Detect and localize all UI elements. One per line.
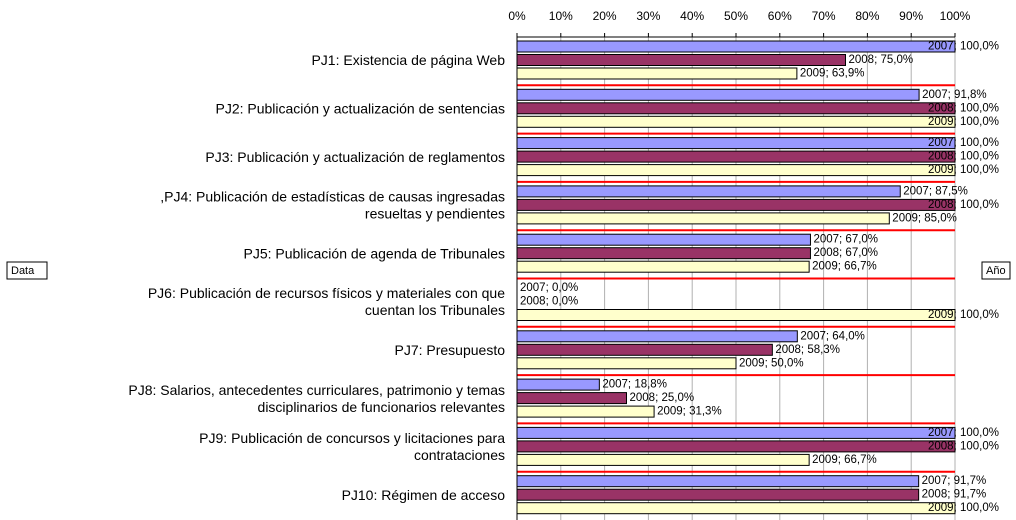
bar (516, 309, 956, 321)
bar (516, 233, 811, 246)
value-label: 2007; 67,0% (813, 234, 878, 246)
value-label: 2008; 58,3% (775, 344, 840, 356)
category-label-line: PJ6: Publicación de recursos físicos y m… (148, 285, 505, 301)
value-label: 2008; 100,0% (928, 199, 999, 211)
bar (516, 378, 600, 391)
bar (516, 137, 956, 150)
value-label: 2007; 87,5% (903, 185, 968, 197)
bar (516, 392, 627, 405)
category-label: ,PJ4: Publicación de estadísticas de cau… (160, 188, 505, 221)
bar (516, 426, 956, 439)
field-button[interactable] (981, 261, 1011, 280)
category-label: PJ2: Publicación y actualización de sent… (215, 100, 505, 116)
category-label: PJ9: Publicación de concursos y licitaci… (199, 430, 505, 463)
x-tick-label: 90% (899, 9, 923, 23)
value-label: 2009; 66,7% (812, 261, 877, 273)
bar (516, 88, 920, 101)
bar (516, 260, 810, 273)
category-label-line: cuentan los Tribunales (365, 302, 505, 318)
category-label-line: PJ8: Salarios, antecedentes curriculares… (128, 381, 505, 397)
value-label: 2009; 100,0% (928, 502, 999, 514)
bar (516, 357, 737, 370)
category-label: PJ1: Existencia de página Web (311, 52, 505, 68)
category-label: PJ3: Publicación y actualización de regl… (205, 148, 505, 164)
value-label: 2008; 100,0% (928, 440, 999, 452)
category-label-line: PJ1: Existencia de página Web (311, 52, 505, 68)
x-tick-label: 100% (940, 9, 971, 23)
bar (516, 164, 956, 177)
value-label: 2007; 64,0% (800, 330, 865, 342)
bar (516, 102, 956, 115)
x-tick-label: 10% (549, 9, 573, 23)
bar (516, 440, 956, 453)
x-tick-label: 50% (724, 9, 748, 23)
value-label: 2007; 0,0% (520, 282, 578, 294)
category-label-line: ,PJ4: Publicación de estadísticas de cau… (160, 188, 505, 204)
field-button[interactable] (6, 261, 48, 280)
value-label: 2009; 66,7% (812, 454, 877, 466)
value-label: 2008; 91,7% (922, 489, 987, 501)
bar (516, 453, 810, 466)
bar (516, 212, 890, 225)
bar (516, 185, 901, 198)
value-label: 2009; 100,0% (928, 116, 999, 128)
bar (516, 115, 956, 128)
bar (516, 488, 920, 501)
category-label: PJ6: Publicación de recursos físicos y m… (148, 285, 505, 318)
bar (516, 405, 655, 418)
value-label: 2009; 31,3% (657, 406, 722, 418)
value-label: 2007; 91,8% (922, 89, 987, 101)
value-label: 2007; 18,8% (602, 379, 667, 391)
value-label: 2009; 100,0% (928, 309, 999, 321)
category-label-line: PJ10: Régimen de acceso (342, 487, 506, 503)
category-label-line: resueltas y pendientes (365, 205, 505, 221)
value-label: 2008; 0,0% (520, 296, 578, 308)
x-tick-label: 70% (812, 9, 836, 23)
category-label-line: PJ2: Publicación y actualización de sent… (215, 100, 505, 116)
value-label: 2008; 25,0% (630, 392, 695, 404)
value-label: 2008; 100,0% (928, 102, 999, 114)
category-label: PJ8: Salarios, antecedentes curriculares… (128, 381, 505, 414)
field-button-label[interactable]: Año (986, 265, 1006, 277)
category-label-line: PJ3: Publicación y actualización de regl… (205, 148, 505, 164)
bar (516, 247, 811, 260)
x-tick-label: 40% (680, 9, 704, 23)
category-label-line: PJ5: Publicación de agenda de Tribunales (243, 245, 505, 261)
bar (516, 150, 956, 163)
field-button-label[interactable]: Data (11, 265, 35, 277)
value-label: 2008; 100,0% (928, 151, 999, 163)
value-label: 2007; 91,7% (922, 475, 987, 487)
bar (516, 198, 956, 211)
value-label: 2007; 100,0% (928, 137, 999, 149)
value-label: 2008; 75,0% (849, 54, 914, 66)
value-label: 2008; 67,0% (813, 247, 878, 259)
bar (516, 67, 798, 80)
category-label-line: PJ9: Publicación de concursos y licitaci… (199, 430, 505, 446)
value-label: 2009; 50,0% (739, 357, 804, 369)
value-label: 2007; 100,0% (928, 427, 999, 439)
category-label-line: PJ7: Presupuesto (394, 342, 505, 358)
value-label: 2009; 63,9% (800, 68, 865, 80)
bar (516, 40, 956, 53)
category-label: PJ5: Publicación de agenda de Tribunales (243, 245, 505, 261)
bar (516, 330, 798, 343)
value-label: 2009; 85,0% (892, 212, 957, 224)
category-label: PJ10: Régimen de acceso (342, 487, 506, 503)
x-tick-label: 80% (855, 9, 879, 23)
bar (516, 502, 956, 515)
category-label: PJ7: Presupuesto (394, 342, 505, 358)
bar (516, 475, 920, 488)
category-label-line: contrataciones (414, 447, 505, 463)
x-tick-label: 30% (636, 9, 660, 23)
value-label: 2009; 100,0% (928, 164, 999, 176)
x-tick-label: 0% (508, 9, 526, 23)
value-label: 2007; 100,0% (928, 41, 999, 53)
x-tick-label: 60% (768, 9, 792, 23)
category-label-line: disciplinarios de funcionarios relevante… (258, 398, 505, 414)
bar (516, 343, 773, 356)
x-tick-label: 20% (593, 9, 617, 23)
bar (516, 54, 846, 66)
